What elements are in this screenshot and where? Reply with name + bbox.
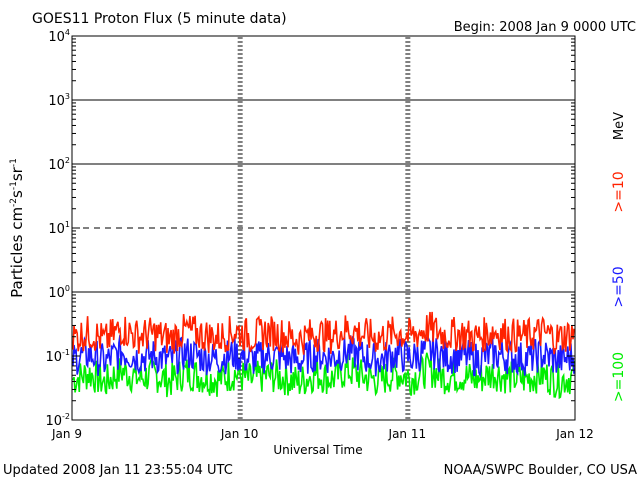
y-tick-label: 101 — [48, 220, 70, 237]
y-tick-label: 10-2 — [45, 412, 70, 429]
legend-ge10: >=10 — [611, 171, 627, 212]
series-line-ge10 — [72, 311, 575, 355]
legend-ge50: >=50 — [611, 266, 627, 307]
y-tick-label: 10-1 — [45, 348, 70, 365]
begin-time-label: Begin: 2008 Jan 9 0000 UTC — [454, 20, 636, 35]
x-axis-title: Universal Time — [273, 443, 362, 457]
y-tick-label: 102 — [48, 156, 70, 173]
series-line-ge100 — [72, 352, 575, 400]
updated-label: Updated 2008 Jan 11 23:55:04 UTC — [3, 463, 233, 478]
x-tick-label: Jan 10 — [220, 427, 259, 441]
chart-title: GOES11 Proton Flux (5 minute data) — [32, 11, 287, 27]
y-tick-label: 103 — [48, 92, 70, 109]
y-axis-title: Particles cm-2s-1sr-1 — [8, 158, 26, 298]
credit-label: NOAA/SWPC Boulder, CO USA — [444, 463, 637, 478]
x-tick-label: Jan 12 — [555, 427, 594, 441]
unit-label-mev: MeV — [612, 112, 627, 140]
y-tick-label: 100 — [48, 284, 70, 301]
y-tick-label: 104 — [48, 28, 70, 45]
legend-ge100: >=100 — [611, 352, 627, 402]
plot-frame — [71, 35, 576, 421]
x-tick-label: Jan 11 — [388, 427, 427, 441]
x-tick-label: Jan 9 — [51, 427, 82, 441]
series-line-ge50 — [72, 334, 575, 379]
